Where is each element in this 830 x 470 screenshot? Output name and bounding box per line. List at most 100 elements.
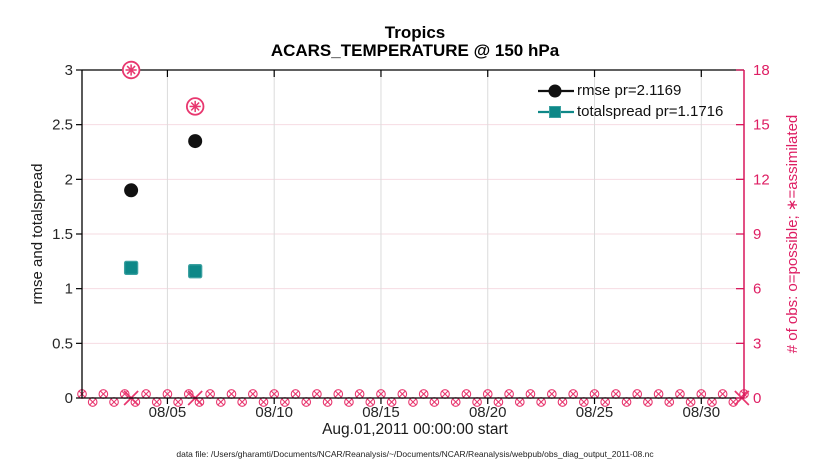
y-tick-label-right: 18 [753,62,770,79]
zero-obs-marker [260,398,267,406]
zero-obs-marker [206,390,214,398]
zero-obs-marker [249,390,257,398]
y-tick-label-right: 15 [753,117,770,134]
zero-obs-marker [495,398,502,406]
zero-obs-marker [356,390,364,398]
x-tick-label: 08/20 [469,404,507,421]
zero-obs-marker [527,390,534,398]
zero-obs-marker [313,390,321,398]
data-point-rmse [124,183,139,198]
zero-obs-marker [569,390,577,398]
zero-obs-marker [174,398,182,406]
zero-obs-marker [302,398,310,406]
zero-obs-marker [665,398,673,406]
y-axis-label-left: rmse and totalspread [29,163,46,305]
zero-obs-marker [559,398,566,406]
zero-obs-marker [99,390,107,398]
zero-obs-marker [601,398,609,406]
y-tick-label-left: 0 [65,390,73,407]
zero-obs-marker [185,390,193,398]
zero-obs-marker [430,398,438,406]
legend-sample-rmse [538,84,574,97]
x-axis-label: Aug.01,2011 00:00:00 start [322,421,508,438]
y-tick-label-right: 9 [753,226,761,243]
zero-obs-marker [142,390,150,398]
zero-obs-marker [366,398,374,406]
y-axis-label-right: # of obs: o=possible; ∗=assimilated [784,114,801,354]
legend-label-rmse: rmse pr=2.1169 [577,82,682,99]
legend-entry-rmse: rmse pr=2.1169 [537,80,723,101]
y-tick-label-left: 2.5 [52,117,73,134]
zero-obs-marker [697,390,705,398]
y-tick-label-left: 2 [65,171,73,188]
zero-obs-marker [110,398,118,406]
zero-obs-marker [228,390,235,398]
zero-obs-marker [324,398,331,406]
zero-obs-marker [676,390,684,398]
zero-obs-marker [452,398,460,406]
y-tick-label-left: 3 [65,62,73,79]
x-tick-label: 08/25 [576,404,614,421]
zero-obs-marker [462,390,470,398]
zero-obs-marker [633,390,641,398]
chart-subtitle: ACARS_TEMPERATURE @ 150 hPa [270,41,560,60]
legend-label-totalspread: totalspread pr=1.1716 [577,103,724,120]
x-tick-label: 08/15 [362,404,400,421]
zero-obs-marker [270,390,278,398]
y-tick-label-right: 6 [753,281,761,298]
legend-sample-totalspread [538,105,574,118]
zero-obs-marker [505,390,513,398]
zero-obs-marker [644,398,652,406]
x-tick-label: 08/10 [255,404,293,421]
data-point-obs-count [126,65,136,75]
zero-obs-marker [217,398,225,406]
zero-obs-marker [121,390,129,398]
zero-obs-marker [420,390,428,398]
zero-obs-marker [292,390,299,398]
zero-obs-marker [388,398,396,406]
zero-obs-marker [153,398,161,406]
zero-obs-marker [334,390,342,398]
zero-obs-marker [441,390,449,398]
data-point-obs-count [190,101,200,111]
zero-obs-marker [377,390,385,398]
zero-obs-marker [473,398,481,406]
x-tick-label: 08/30 [683,404,721,421]
data-point-rmse [188,134,203,149]
zero-obs-marker [623,398,630,406]
y-tick-label-left: 0.5 [52,335,73,352]
data-point-totalspread [123,260,139,276]
zero-obs-marker [537,398,545,406]
y-tick-label-left: 1 [65,281,73,298]
zero-obs-marker [591,390,598,398]
zero-obs-marker [281,398,289,406]
zero-obs-marker [655,390,662,398]
zero-obs-marker [516,398,524,406]
y-tick-label-right: 3 [753,335,761,352]
zero-obs-marker [238,398,246,406]
x-tick-label: 08/05 [149,404,187,421]
zero-obs-marker [687,398,695,406]
zero-obs-marker [89,398,97,406]
zero-obs-marker [484,390,492,398]
chart-title: Tropics [384,23,446,42]
zero-obs-marker [729,398,737,406]
y-tick-label-right: 0 [753,390,761,407]
zero-obs-marker [398,390,406,398]
zero-obs-marker [409,398,417,406]
y-tick-label-left: 1.5 [52,226,73,243]
zero-obs-marker [719,390,727,398]
legend-entry-totalspread: totalspread pr=1.1716 [537,101,723,122]
zero-obs-marker [345,398,353,406]
zero-obs-marker [164,390,171,398]
zero-obs-marker [580,398,588,406]
y-tick-label-right: 12 [753,171,770,188]
zero-obs-marker [612,390,620,398]
data-file-caption: data file: /Users/gharamti/Documents/NCA… [176,449,654,459]
zero-obs-marker [708,398,716,406]
zero-obs-marker [548,390,556,398]
data-point-totalspread [188,264,203,279]
legend: rmse pr=2.1169 totalspread pr=1.1716 [537,80,723,122]
